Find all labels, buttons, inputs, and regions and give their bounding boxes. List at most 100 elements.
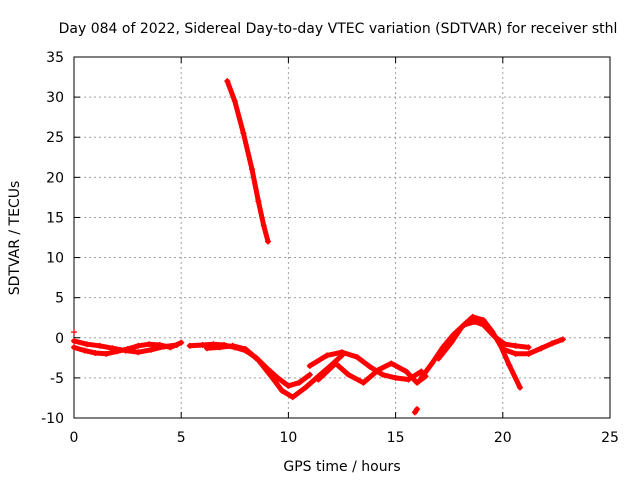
- data-point: [289, 394, 296, 401]
- data-point: [448, 339, 455, 346]
- data-point: [429, 360, 436, 367]
- data-point: [268, 373, 275, 380]
- data-point: [240, 130, 247, 137]
- y-tick-label: -10: [41, 411, 64, 427]
- data-point: [278, 387, 285, 394]
- data-point: [216, 344, 223, 351]
- data-point: [83, 341, 90, 348]
- data-point: [323, 352, 330, 359]
- data-point: [354, 354, 361, 361]
- data-point: [109, 345, 116, 352]
- y-tick-label: 30: [46, 90, 64, 106]
- data-point: [274, 374, 281, 381]
- data-point: [161, 343, 168, 350]
- data-point: [248, 166, 255, 173]
- data-point: [229, 342, 236, 349]
- x-tick-label: 10: [279, 430, 297, 446]
- data-point: [501, 341, 508, 348]
- data-point: [345, 371, 352, 378]
- data-point: [538, 345, 545, 352]
- data-point: [480, 317, 487, 324]
- data-point: [403, 368, 410, 375]
- y-tick-label: 5: [55, 291, 64, 307]
- data-point: [146, 341, 153, 348]
- data-point: [186, 342, 193, 349]
- data-point: [148, 346, 155, 353]
- series-sat-track-4: [204, 343, 345, 400]
- data-point: [71, 337, 77, 344]
- data-point: [375, 366, 382, 373]
- x-tick-label: 20: [494, 430, 512, 446]
- data-point: [260, 222, 267, 229]
- data-point: [122, 347, 129, 354]
- x-tick-label: 15: [387, 430, 405, 446]
- x-tick-label: 0: [70, 430, 79, 446]
- data-point: [411, 409, 418, 416]
- data-point: [203, 345, 210, 352]
- data-point: [512, 350, 519, 357]
- data-point: [506, 362, 513, 369]
- data-point: [231, 98, 238, 105]
- data-point: [489, 328, 496, 335]
- x-tick-label: 5: [177, 430, 186, 446]
- data-point: [135, 342, 142, 349]
- data-point: [306, 371, 313, 378]
- data-point: [388, 360, 395, 367]
- chart-title: Day 084 of 2022, Sidereal Day-to-day VTE…: [59, 21, 618, 37]
- data-point: [379, 371, 386, 378]
- data-point: [135, 349, 142, 356]
- plot-frame: [73, 56, 611, 419]
- data-point: [255, 357, 262, 364]
- data-point: [255, 198, 262, 205]
- x-tick-label: 25: [601, 430, 619, 446]
- data-point: [296, 379, 303, 386]
- y-tick-label: 25: [46, 130, 64, 146]
- data-point: [559, 336, 566, 343]
- series-sat-track-9: [500, 336, 566, 357]
- y-tick-label: -5: [50, 371, 64, 387]
- data-point: [414, 406, 421, 413]
- y-tick-label: 10: [46, 251, 64, 267]
- data-point: [242, 346, 249, 353]
- y-axis-label: SDTVAR / TECUs: [7, 181, 23, 296]
- data-point: [435, 355, 442, 362]
- axis-ticks: 0 5 10 15 20 25 -10 -5 0 5 10 15 20 25 30 35: [41, 50, 619, 446]
- data-point: [96, 342, 103, 349]
- data-point: [339, 349, 345, 356]
- y-tick-label: 20: [46, 170, 64, 186]
- data-point: [178, 339, 185, 346]
- data-point: [366, 363, 373, 370]
- data-point: [315, 376, 322, 383]
- data-point: [92, 350, 99, 357]
- data-points: [71, 78, 566, 416]
- data-point: [499, 346, 506, 353]
- data-point: [418, 374, 425, 381]
- data-point: [360, 379, 367, 386]
- data-point: [525, 350, 532, 357]
- data-point: [469, 313, 476, 320]
- data-point: [199, 341, 206, 348]
- data-point: [302, 384, 309, 391]
- data-point: [224, 78, 231, 85]
- data-point: [392, 374, 399, 381]
- data-point: [549, 340, 556, 347]
- data-point: [103, 350, 110, 357]
- data-point: [265, 238, 272, 245]
- y-tick-label: 0: [55, 331, 64, 347]
- data-point: [516, 384, 523, 391]
- series-sat-track-steep: [224, 78, 271, 244]
- data-point: [405, 376, 412, 383]
- data-point: [71, 344, 77, 351]
- y-tick-label: 35: [46, 50, 64, 66]
- grid-lines: [74, 57, 610, 418]
- x-axis-label: GPS time / hours: [283, 459, 400, 475]
- data-point: [71, 329, 77, 336]
- data-point: [81, 347, 88, 354]
- data-point: [459, 323, 466, 330]
- data-point: [173, 341, 180, 348]
- data-point: [512, 342, 519, 349]
- data-point: [525, 344, 532, 351]
- y-tick-label: 15: [46, 210, 64, 226]
- data-point: [285, 382, 292, 389]
